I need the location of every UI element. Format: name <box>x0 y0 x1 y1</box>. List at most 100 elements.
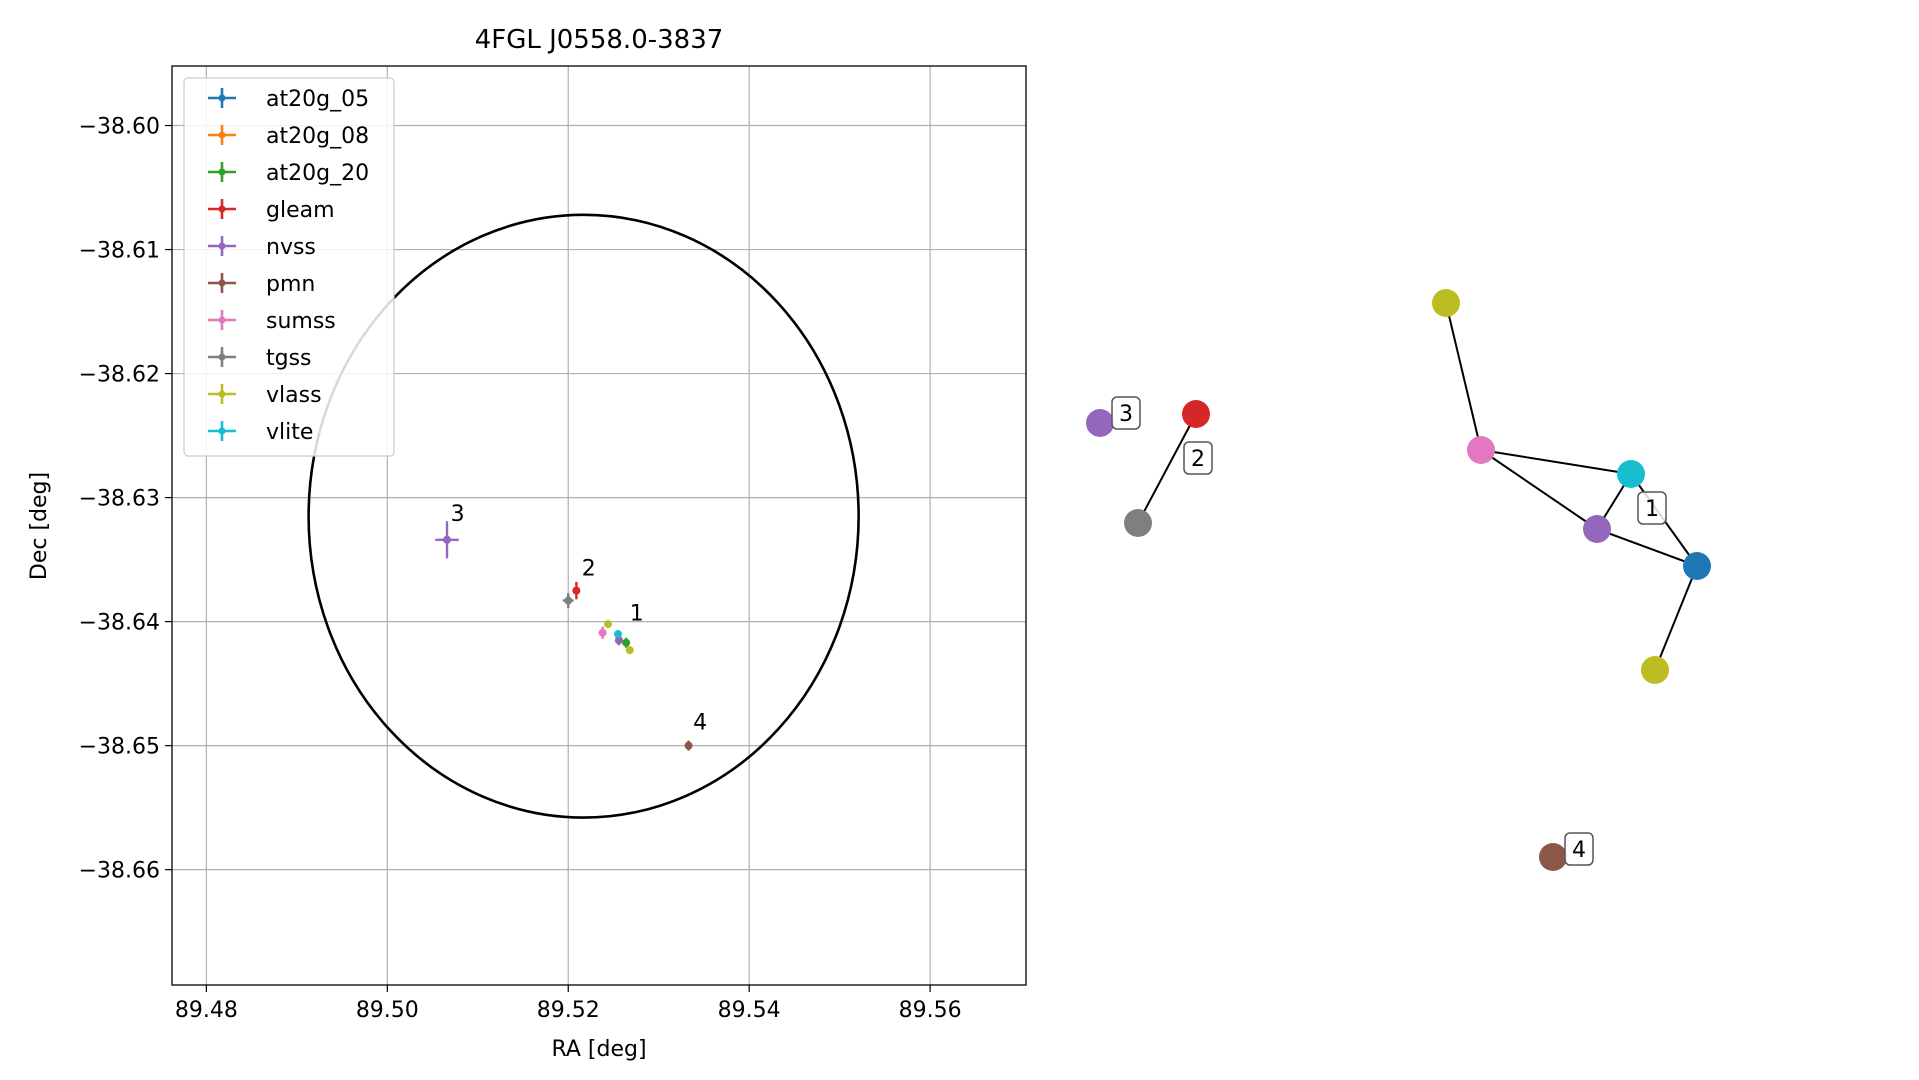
network-edges <box>1137 302 1698 671</box>
network-label: 4 <box>1564 832 1594 866</box>
network-node-sumss <box>1467 436 1495 464</box>
network-edge <box>1480 449 1598 530</box>
legend-swatch-dot <box>218 242 226 250</box>
point-marker <box>684 741 693 750</box>
network-label: 3 <box>1111 396 1141 430</box>
y-tick-label: −38.65 <box>79 735 160 760</box>
legend-swatch-dot <box>218 131 226 139</box>
legend-swatch-dot <box>218 390 226 398</box>
network-node-gleam <box>1182 400 1210 428</box>
network-label: 2 <box>1183 441 1213 475</box>
y-tick-label: −38.61 <box>79 239 160 264</box>
point-annotation: 3 <box>451 502 465 527</box>
network-node-pmn <box>1539 843 1567 871</box>
network-edge <box>1137 413 1197 524</box>
x-tick-label: 89.48 <box>175 998 238 1023</box>
x-axis-label: RA [deg] <box>551 1037 646 1062</box>
point-marker <box>622 638 631 647</box>
legend-label: gleam <box>266 198 335 223</box>
point-marker <box>614 636 623 645</box>
network-node-at20g <box>1683 552 1711 580</box>
legend-swatch-dot <box>218 316 226 324</box>
network-edge <box>1654 565 1698 671</box>
point-marker <box>613 630 622 639</box>
point-annotation: 2 <box>582 557 596 582</box>
x-tick-label: 89.54 <box>718 998 781 1023</box>
network-nodes <box>1086 289 1711 871</box>
data-point-sumss <box>598 626 607 639</box>
legend-label: at20g_05 <box>266 87 369 112</box>
network-label: 1 <box>1637 491 1667 525</box>
error-ellipse <box>307 213 860 819</box>
error-ellipse-layer <box>307 213 860 819</box>
network-edge <box>1445 302 1482 451</box>
legend-label: nvss <box>266 235 316 260</box>
network-label-text: 2 <box>1191 447 1205 472</box>
legend-item-at20g_08: at20g_08 <box>208 124 369 149</box>
legend-item-gleam: gleam <box>208 198 335 223</box>
data-point-vlass <box>604 620 613 629</box>
network-labels: 1 2 3 4 <box>1111 396 1667 866</box>
point-marker <box>598 628 607 637</box>
network-node-vlass_b <box>1641 656 1669 684</box>
network-edge <box>1480 449 1632 475</box>
y-axis-label: Dec [deg] <box>27 472 52 580</box>
point-annotation: 1 <box>630 601 644 626</box>
data-point-pmn <box>684 740 693 751</box>
x-tick-label: 89.56 <box>899 998 962 1023</box>
y-tick-label: −38.62 <box>79 363 160 388</box>
scatter-chart: 1 2 3 4 89.48 89.50 89.52 89.54 89.56 −38.60 −38.… <box>27 25 1027 1062</box>
legend-item-at20g_05: at20g_05 <box>208 87 369 112</box>
legend-label: sumss <box>266 309 336 334</box>
network-node-tgss <box>1124 509 1152 537</box>
point-marker <box>572 586 581 595</box>
legend-label: at20g_20 <box>266 161 369 186</box>
network-label-box <box>1637 491 1667 525</box>
point-marker <box>443 535 452 544</box>
legend-swatch-dot <box>218 94 226 102</box>
network-node-nvss_b <box>1086 409 1114 437</box>
point-annotations: 1 2 3 4 <box>451 502 707 735</box>
axis-ticks: 89.48 89.50 89.52 89.54 89.56 −38.60 −38.61 −38… <box>79 115 962 1023</box>
network-label-box <box>1564 832 1594 866</box>
legend-label: vlite <box>266 420 313 445</box>
network-node-vlite <box>1617 460 1645 488</box>
network-label-text: 4 <box>1572 838 1586 863</box>
point-marker <box>604 620 613 629</box>
y-tick-label: −38.60 <box>79 115 160 140</box>
legend-box <box>183 77 395 457</box>
network-label-text: 3 <box>1119 402 1133 427</box>
network-graph: 1 2 3 4 <box>1086 289 1711 871</box>
network-node-nvss_a <box>1583 515 1611 543</box>
legend-item-sumss: sumss <box>208 309 336 334</box>
y-tick-label: −38.66 <box>79 859 160 884</box>
legend-swatch-dot <box>218 168 226 176</box>
data-point-vlite <box>613 630 622 639</box>
legend-item-vlite: vlite <box>208 420 313 445</box>
legend-swatch-dot <box>218 353 226 361</box>
chart-title: 4FGL J0558.0-3837 <box>475 25 724 55</box>
legend-swatch-dot <box>218 427 226 435</box>
data-point-tgss <box>562 593 574 608</box>
data-point-at20g_20 <box>622 637 631 648</box>
network-label-box <box>1183 441 1213 475</box>
legend-item-pmn: pmn <box>208 272 315 297</box>
legend-label: pmn <box>266 272 315 297</box>
legend-label: tgss <box>266 346 312 371</box>
legend-swatch-dot <box>218 279 226 287</box>
data-point-vlass <box>625 646 634 655</box>
legend-item-at20g_20: at20g_20 <box>208 161 369 186</box>
legend-item-vlass: vlass <box>208 383 322 408</box>
legend-label: vlass <box>266 383 322 408</box>
point-marker <box>564 596 573 605</box>
network-label-text: 1 <box>1645 497 1659 522</box>
legend-item-nvss: nvss <box>208 235 316 260</box>
plot-frame <box>171 65 1027 986</box>
network-node-vlass_a <box>1432 289 1460 317</box>
data-points <box>435 521 693 751</box>
x-tick-label: 89.50 <box>356 998 419 1023</box>
network-edge <box>1596 528 1698 567</box>
